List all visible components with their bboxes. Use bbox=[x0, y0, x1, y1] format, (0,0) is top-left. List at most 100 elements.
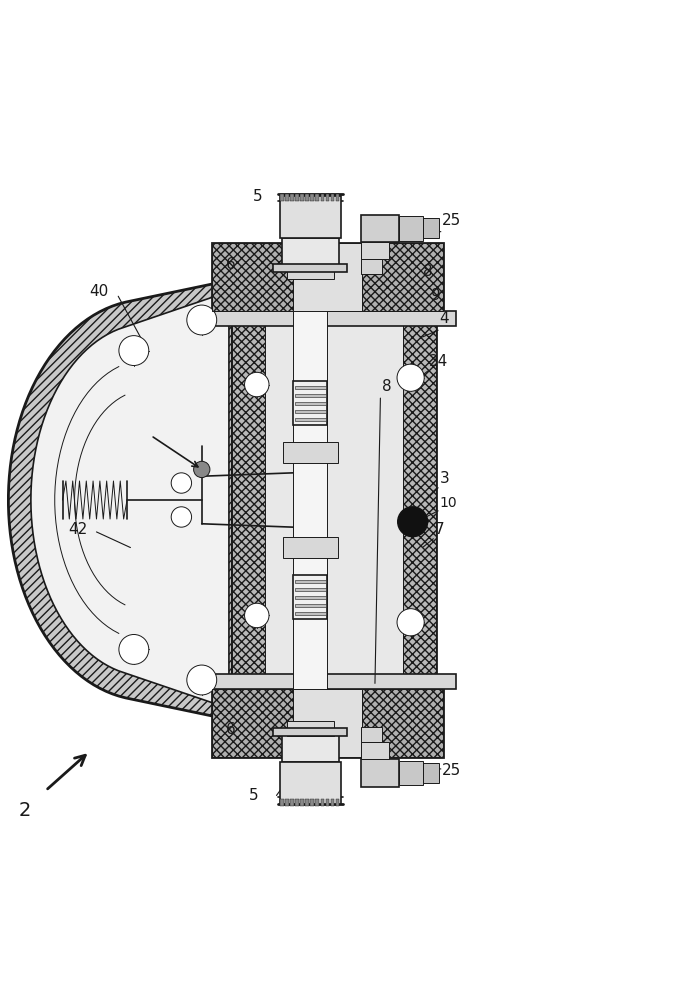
Polygon shape bbox=[361, 759, 399, 787]
Circle shape bbox=[397, 609, 424, 636]
Polygon shape bbox=[295, 410, 326, 413]
Polygon shape bbox=[321, 799, 324, 806]
Polygon shape bbox=[233, 286, 436, 714]
Polygon shape bbox=[287, 721, 334, 736]
Polygon shape bbox=[295, 418, 326, 421]
Text: 6: 6 bbox=[226, 257, 235, 272]
Polygon shape bbox=[282, 734, 340, 762]
Polygon shape bbox=[423, 763, 439, 783]
Text: 24: 24 bbox=[429, 354, 449, 369]
Polygon shape bbox=[293, 243, 362, 311]
Circle shape bbox=[119, 634, 149, 664]
Polygon shape bbox=[295, 596, 326, 599]
Circle shape bbox=[119, 336, 149, 366]
Polygon shape bbox=[280, 799, 284, 806]
Text: 5: 5 bbox=[250, 788, 259, 803]
Polygon shape bbox=[31, 296, 229, 704]
Polygon shape bbox=[295, 604, 326, 607]
Polygon shape bbox=[293, 286, 327, 714]
Polygon shape bbox=[295, 194, 299, 201]
Polygon shape bbox=[280, 196, 341, 238]
Polygon shape bbox=[316, 194, 319, 201]
Polygon shape bbox=[300, 194, 304, 201]
Polygon shape bbox=[361, 259, 382, 274]
Polygon shape bbox=[306, 194, 309, 201]
Circle shape bbox=[171, 507, 192, 527]
Text: 8: 8 bbox=[382, 379, 391, 394]
Polygon shape bbox=[212, 243, 293, 311]
Polygon shape bbox=[280, 194, 284, 201]
Text: 7: 7 bbox=[434, 522, 445, 537]
Polygon shape bbox=[399, 216, 423, 241]
Polygon shape bbox=[362, 689, 443, 757]
Polygon shape bbox=[282, 238, 340, 266]
Polygon shape bbox=[291, 194, 294, 201]
Polygon shape bbox=[336, 194, 340, 201]
Polygon shape bbox=[295, 588, 326, 591]
Polygon shape bbox=[295, 394, 326, 397]
Polygon shape bbox=[361, 215, 399, 242]
Text: 40: 40 bbox=[90, 284, 109, 299]
Text: 25: 25 bbox=[441, 213, 461, 228]
Polygon shape bbox=[212, 689, 443, 757]
Polygon shape bbox=[399, 761, 423, 785]
Polygon shape bbox=[287, 264, 334, 279]
Polygon shape bbox=[293, 381, 327, 425]
Polygon shape bbox=[293, 689, 362, 757]
Polygon shape bbox=[273, 728, 347, 736]
Polygon shape bbox=[361, 727, 382, 742]
Polygon shape bbox=[423, 218, 439, 238]
Polygon shape bbox=[285, 194, 289, 201]
Polygon shape bbox=[285, 799, 289, 806]
Polygon shape bbox=[331, 194, 334, 201]
Polygon shape bbox=[273, 264, 347, 272]
Text: 5: 5 bbox=[253, 189, 263, 204]
Circle shape bbox=[187, 665, 217, 695]
Polygon shape bbox=[310, 194, 314, 201]
Circle shape bbox=[194, 461, 210, 478]
Text: 6: 6 bbox=[226, 722, 235, 737]
Polygon shape bbox=[291, 799, 294, 806]
Polygon shape bbox=[8, 283, 233, 717]
Polygon shape bbox=[325, 194, 329, 201]
Polygon shape bbox=[362, 243, 443, 311]
Text: 42: 42 bbox=[68, 522, 87, 537]
Text: 25: 25 bbox=[441, 763, 461, 778]
Polygon shape bbox=[212, 243, 443, 311]
Text: 9: 9 bbox=[430, 288, 441, 303]
Polygon shape bbox=[336, 799, 340, 806]
Polygon shape bbox=[316, 799, 319, 806]
Polygon shape bbox=[295, 386, 326, 389]
Text: 8: 8 bbox=[423, 264, 432, 279]
Polygon shape bbox=[283, 537, 338, 558]
Polygon shape bbox=[295, 799, 299, 806]
Polygon shape bbox=[295, 612, 326, 615]
Polygon shape bbox=[300, 799, 304, 806]
Circle shape bbox=[245, 603, 269, 628]
Polygon shape bbox=[325, 799, 329, 806]
Polygon shape bbox=[233, 286, 265, 714]
Circle shape bbox=[245, 372, 269, 397]
Polygon shape bbox=[265, 286, 404, 714]
Circle shape bbox=[398, 507, 428, 537]
Text: 4: 4 bbox=[439, 311, 449, 326]
Polygon shape bbox=[361, 242, 389, 259]
Circle shape bbox=[171, 473, 192, 493]
Polygon shape bbox=[404, 286, 436, 714]
Polygon shape bbox=[331, 799, 334, 806]
Polygon shape bbox=[198, 311, 456, 326]
Circle shape bbox=[397, 364, 424, 391]
Polygon shape bbox=[361, 742, 389, 759]
Circle shape bbox=[187, 305, 217, 335]
Polygon shape bbox=[306, 799, 309, 806]
Polygon shape bbox=[295, 580, 326, 583]
Polygon shape bbox=[295, 402, 326, 405]
Text: 3: 3 bbox=[439, 471, 449, 486]
Text: 2: 2 bbox=[18, 801, 31, 820]
Polygon shape bbox=[212, 689, 293, 757]
Polygon shape bbox=[293, 575, 327, 619]
Polygon shape bbox=[310, 799, 314, 806]
Polygon shape bbox=[283, 442, 338, 463]
Polygon shape bbox=[321, 194, 324, 201]
Polygon shape bbox=[280, 762, 341, 804]
